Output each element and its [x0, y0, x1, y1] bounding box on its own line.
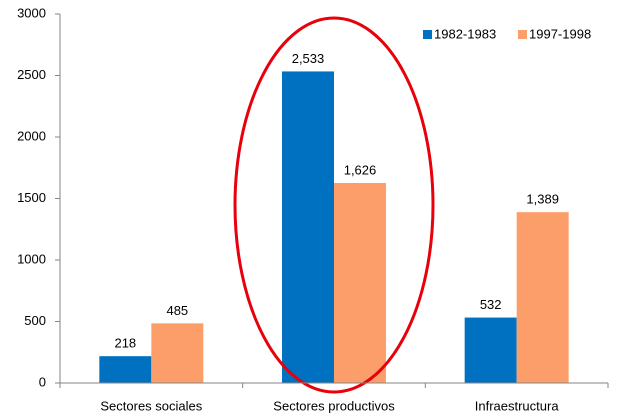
bar	[282, 71, 334, 383]
x-tick-label: Sectores productivos	[273, 398, 395, 413]
x-tick-label: Infraestructura	[475, 398, 560, 413]
bar	[151, 323, 204, 383]
value-label: 532	[480, 297, 502, 312]
bar	[99, 356, 152, 383]
y-tick-label: 3000	[17, 5, 46, 20]
y-tick-label: 2000	[17, 128, 46, 143]
legend-label: 1982-1983	[434, 26, 496, 41]
value-label: 2,533	[292, 51, 325, 66]
x-tick-label: Sectores sociales	[100, 398, 202, 413]
value-label: 1,626	[344, 162, 377, 177]
highlight-ellipse	[233, 16, 435, 394]
value-label: 218	[114, 336, 136, 351]
value-label: 1,389	[526, 192, 559, 207]
legend-label: 1997-1998	[529, 26, 591, 41]
y-tick-label: 0	[39, 374, 46, 389]
y-tick-label: 2500	[17, 67, 46, 82]
bar	[464, 317, 517, 383]
bar	[334, 183, 386, 383]
legend-swatch	[518, 30, 527, 39]
y-tick-label: 1500	[17, 190, 46, 205]
bar	[516, 212, 569, 383]
value-label: 485	[166, 303, 188, 318]
y-tick-label: 500	[24, 313, 46, 328]
y-tick-label: 1000	[17, 251, 46, 266]
legend-swatch	[423, 30, 432, 39]
